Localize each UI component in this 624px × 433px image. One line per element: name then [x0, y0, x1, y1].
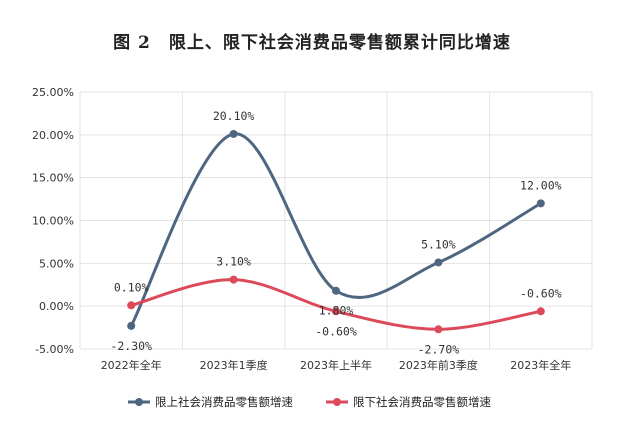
grid-lines: [79, 91, 593, 350]
data-point-2: [229, 275, 238, 284]
legend: 限上社会消费品零售额增速 限下社会消费品零售额增速: [128, 395, 491, 409]
y-axis-ticks: -5.00% 0.00% 5.00% 10.00% 15.00% 20.00% 25.00%: [32, 86, 74, 356]
legend-swatch-marker: [333, 398, 341, 406]
data-label-2: -0.60%: [315, 324, 357, 338]
data-point-2: [536, 307, 545, 316]
data-point-1: [434, 258, 443, 267]
data-label-1: 12.00%: [520, 178, 562, 192]
series-line-1: [129, 132, 543, 328]
data-label-2: 0.10%: [114, 280, 149, 294]
data-point-1: [536, 199, 545, 208]
data-point-1: [229, 129, 238, 138]
x-tick-label: 2023年上半年: [300, 358, 372, 372]
y-tick-label: 20.00%: [32, 129, 74, 142]
x-axis-ticks: 2022年全年 2023年1季度 2023年上半年 2023年前3季度 2023年全年: [101, 358, 572, 372]
x-tick-label: 2023年1季度: [200, 358, 268, 372]
data-point-1: [332, 286, 340, 295]
y-tick-label: 25.00%: [32, 86, 74, 99]
data-label-2: -2.70%: [418, 342, 460, 356]
data-label-1: -2.30%: [110, 339, 152, 353]
data-label-1: 1.80%: [319, 304, 354, 318]
y-tick-label: 5.00%: [39, 257, 74, 270]
x-tick-label: 2022年全年: [101, 358, 162, 372]
y-tick-label: -5.00%: [35, 343, 74, 356]
y-tick-label: 10.00%: [32, 215, 74, 228]
legend-label: 限下社会消费品零售额增速: [353, 395, 491, 409]
data-labels: -2.30% 20.10% 1.80% 5.10% 12.00% 0.10% 3.10% -0…: [110, 109, 561, 356]
data-point-2: [127, 301, 136, 310]
legend-swatch-marker: [135, 398, 143, 406]
data-point-2: [332, 307, 340, 316]
chart-title: 图 2 限上、限下社会消费品零售额累计同比增速: [113, 33, 511, 53]
x-tick-label: 2023年全年: [510, 358, 571, 372]
x-tick-label: 2023年前3季度: [399, 358, 478, 372]
y-tick-label: 15.00%: [32, 172, 74, 185]
legend-label: 限上社会消费品零售额增速: [155, 395, 293, 409]
series-group: [127, 129, 545, 334]
data-point-1: [127, 321, 136, 330]
data-label-2: -0.60%: [520, 286, 562, 300]
y-tick-label: 0.00%: [39, 300, 74, 313]
data-point-2: [434, 325, 443, 334]
data-label-2: 3.10%: [216, 255, 251, 269]
data-label-1: 20.10%: [213, 109, 255, 123]
data-label-1: 5.10%: [421, 237, 456, 251]
